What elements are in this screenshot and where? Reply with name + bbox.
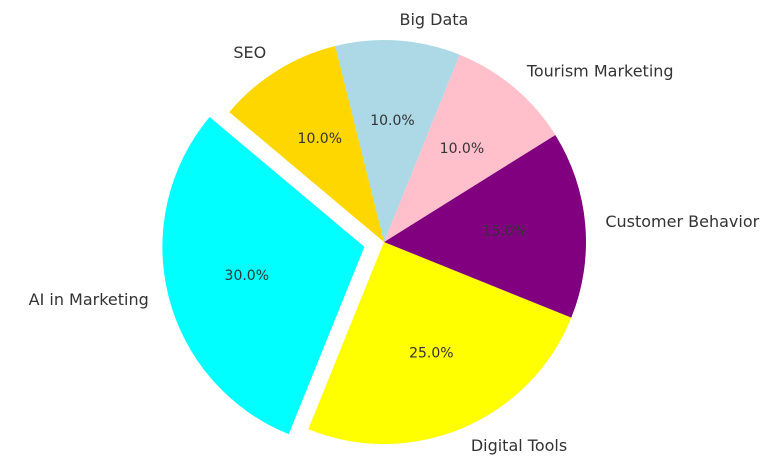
percent-label: 15.0% [482,223,526,239]
pie-slice [308,242,572,444]
slice-label: Tourism Marketing [526,61,674,80]
pie-slice [162,117,365,435]
percent-label: 10.0% [440,141,484,157]
slice-label: Big Data [399,10,468,29]
pie-slice [335,40,460,243]
pie-slice [384,54,556,242]
percent-label: 10.0% [298,131,342,147]
slice-label: Digital Tools [471,436,567,455]
pie-slice [229,46,384,243]
pie-slice [384,134,586,318]
percent-label: 10.0% [370,113,414,129]
slice-label: AI in Marketing [29,290,149,309]
percent-label: 25.0% [409,346,453,362]
slice-label: SEO [233,43,266,62]
slice-label: Customer Behavior [605,212,759,231]
percent-label: 30.0% [225,268,269,284]
